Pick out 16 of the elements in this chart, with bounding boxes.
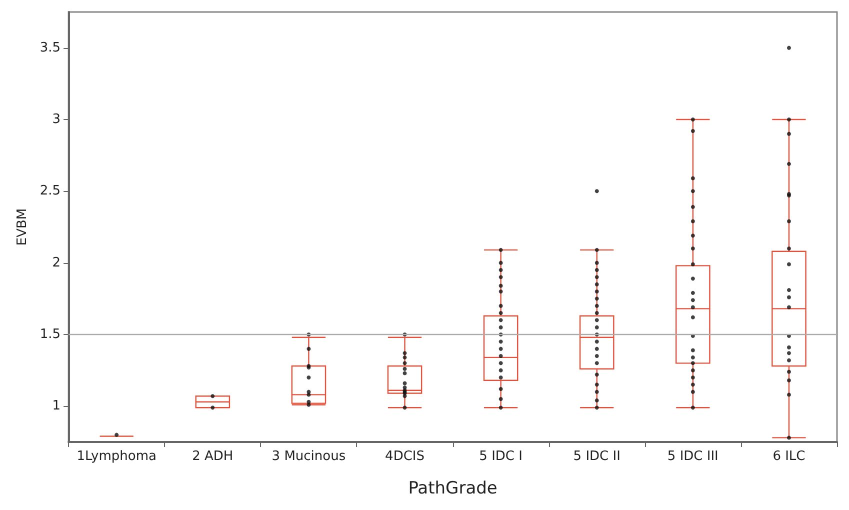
x-tick-label: 5 IDC II (573, 449, 620, 464)
x-tick-label: 3 Mucinous (272, 449, 346, 464)
y-tick-label: 1 (52, 398, 61, 414)
y-axis-title: EVBM (15, 208, 30, 246)
y-tick-label: 3.5 (40, 40, 61, 56)
x-tick-label: 4DCIS (385, 449, 424, 464)
x-tick-label: 5 IDC III (667, 449, 718, 464)
y-tick-label: 2.5 (40, 184, 61, 199)
x-axis-title: PathGrade (408, 478, 498, 498)
x-tick-label: 5 IDC I (479, 449, 522, 464)
x-tick-label: 1Lymphoma (76, 449, 156, 464)
y-tick-label: 3 (52, 112, 61, 127)
x-tick-label: 2 ADH (192, 449, 234, 464)
y-tick-label: 1.5 (40, 327, 61, 342)
y-tick-label: 2 (52, 255, 61, 270)
x-tick-label: 6 ILC (772, 449, 806, 464)
